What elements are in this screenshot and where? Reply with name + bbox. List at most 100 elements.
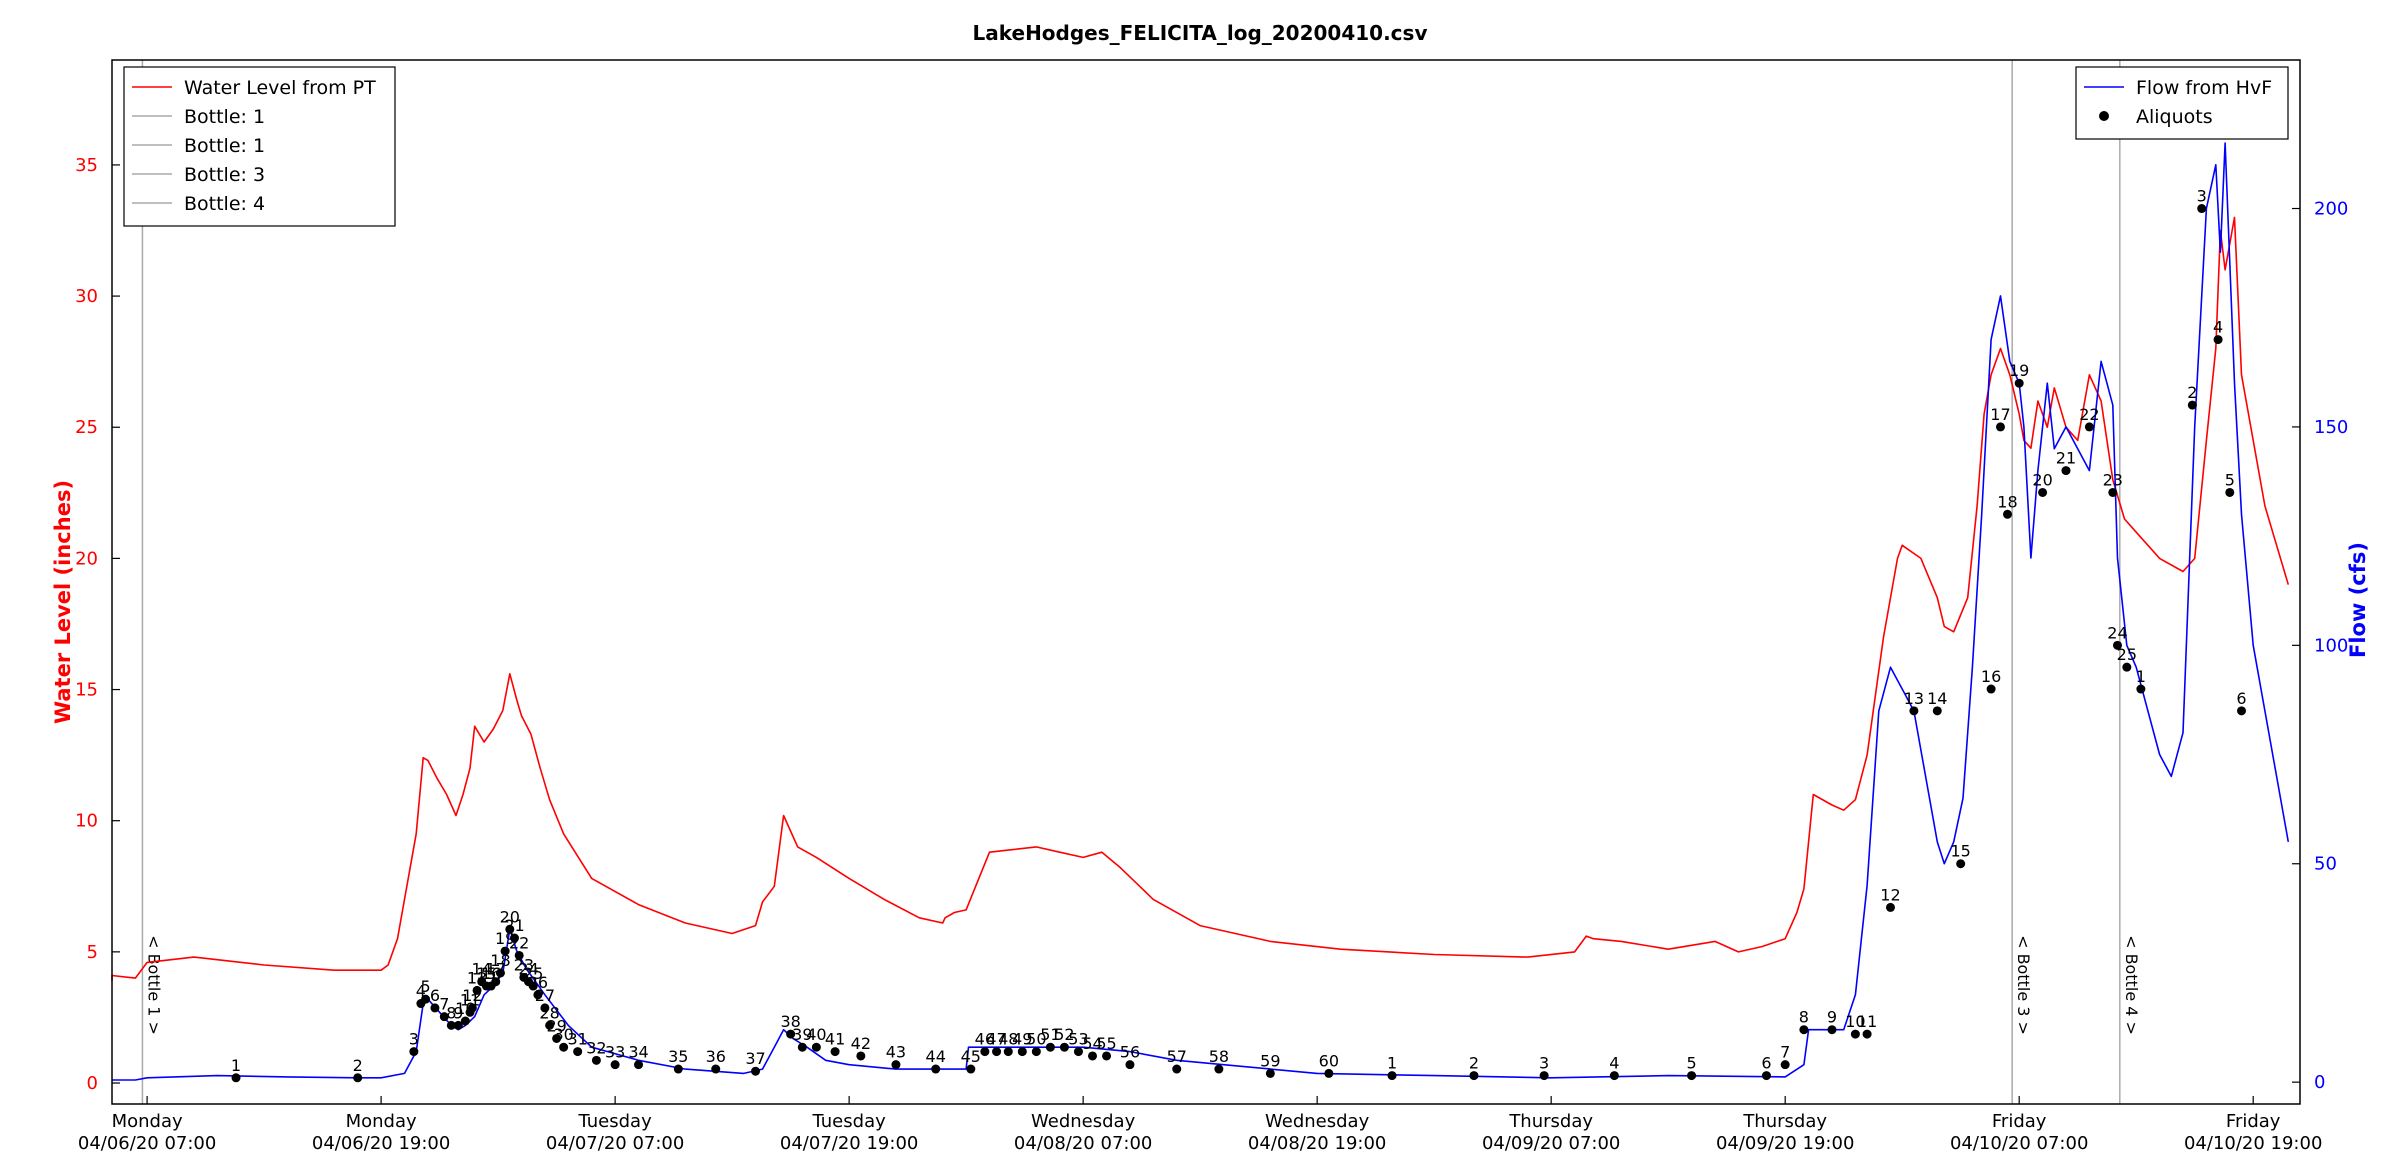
aliquot-label: 46: [975, 1030, 995, 1049]
right-tick-label: 50: [2314, 854, 2337, 875]
aliquot-point: [453, 1020, 463, 1030]
aliquot-label: 15: [476, 964, 496, 983]
aliquot-label: 51: [1040, 1025, 1060, 1044]
aliquot-point: [2225, 487, 2235, 497]
right-tick-label: 100: [2314, 635, 2348, 656]
aliquot-point: [1761, 1071, 1771, 1081]
aliquot-label: 43: [886, 1043, 906, 1062]
aliquot-point: [1073, 1047, 1083, 1057]
aliquot-label: 60: [1319, 1051, 1339, 1070]
chart-title: LakeHodges_FELICITA_log_20200410.csv: [973, 21, 1428, 45]
plot-frame: [111, 59, 2301, 1105]
aliquot-label: 17: [1990, 405, 2010, 424]
aliquot-label: 28: [539, 1003, 559, 1022]
x-tick-label-day: Thursday: [1508, 1111, 1593, 1132]
aliquot-point: [2136, 684, 2146, 694]
aliquot-point: [1827, 1025, 1837, 1035]
x-tick-label-date: 04/10/20 07:00: [1950, 1133, 2088, 1154]
aliquot-label: 53: [1068, 1030, 1088, 1049]
aliquot-point: [509, 933, 519, 943]
aliquot-label: 2: [2187, 383, 2197, 402]
aliquot-point: [409, 1047, 419, 1057]
aliquot-point: [1995, 422, 2005, 432]
aliquot-label: 42: [851, 1034, 871, 1053]
aliquot-label: 14: [1927, 689, 1947, 708]
aliquot-label: 23: [2103, 470, 2123, 489]
aliquot-point: [1986, 684, 1996, 694]
aliquot-label: 6: [2236, 689, 2246, 708]
aliquot-label: 33: [605, 1043, 625, 1062]
aliquot-label: 3: [1539, 1054, 1549, 1073]
aliquot-label: 20: [2032, 470, 2052, 489]
y-axis-label-left: Water Level (inches): [51, 480, 75, 724]
aliquot-label: 19: [2009, 361, 2029, 380]
x-tick-label-date: 04/10/20 19:00: [2184, 1133, 2322, 1154]
aliquot-point: [1956, 859, 1966, 869]
aliquot-point: [1031, 1047, 1041, 1057]
aliquot-label: 35: [668, 1047, 688, 1066]
aliquot-point: [634, 1060, 644, 1070]
aliquot-label: 13: [1904, 689, 1924, 708]
aliquot-point: [430, 1003, 440, 1013]
aliquot-point: [830, 1047, 840, 1057]
legend-left-entry: Bottle: 3: [184, 164, 265, 186]
aliquot-label: 1: [2136, 667, 2146, 686]
aliquot-label: 20: [500, 907, 520, 926]
bottle-marker-label: < Bottle 4 >: [2122, 935, 2141, 1035]
x-tick-label-date: 04/07/20 19:00: [780, 1133, 918, 1154]
aliquot-label: 4: [2213, 318, 2223, 337]
x-tick-label-date: 04/07/20 07:00: [546, 1133, 684, 1154]
aliquot-point: [2014, 378, 2024, 388]
legend-left: Water Level from PT Bottle: 1 Bottle: 1 Bot…: [123, 66, 396, 227]
aliquot-label: 21: [2056, 449, 2076, 468]
aliquot-point: [1609, 1071, 1619, 1081]
x-tick-label-day: Wednesday: [1031, 1111, 1136, 1132]
aliquot-point: [2061, 466, 2071, 476]
aliquot-point: [540, 1003, 550, 1013]
aliquot-label: 5: [420, 977, 430, 996]
aliquot-point: [460, 1016, 470, 1026]
aliquot-label: 57: [1167, 1047, 1187, 1066]
x-tick-label-day: Wednesday: [1265, 1111, 1370, 1132]
aliquot-point: [2084, 422, 2094, 432]
aliquot-label: 1: [1387, 1054, 1397, 1073]
x-tick-label-day: Friday: [2226, 1111, 2281, 1132]
aliquot-point: [1059, 1042, 1069, 1052]
aliquot-point: [514, 950, 524, 960]
bottle-marker-label: < Bottle 3 >: [2014, 935, 2033, 1035]
aliquot-label: 58: [1209, 1047, 1229, 1066]
right-tick-label: 150: [2314, 417, 2348, 438]
aliquot-label: 11: [1857, 1012, 1877, 1031]
aliquot-label: 54: [1082, 1034, 1102, 1053]
aliquot-point: [421, 994, 431, 1004]
aliquot-point: [533, 990, 543, 1000]
x-tick-label-day: Tuesday: [578, 1111, 653, 1132]
aliquot-point: [573, 1047, 583, 1057]
aliquot-label: 39: [792, 1025, 812, 1044]
aliquot-point: [891, 1060, 901, 1070]
aliquot-point: [1324, 1068, 1334, 1078]
aliquot-point: [2187, 400, 2197, 410]
aliquot-point: [1125, 1060, 1135, 1070]
aliquot-point: [2197, 204, 2207, 214]
aliquot-point: [751, 1066, 761, 1076]
aliquot-point: [1909, 706, 1919, 716]
aliquot-label: 9: [1827, 1008, 1837, 1027]
aliquot-label: 32: [586, 1038, 606, 1057]
aliquot-label: 14: [472, 960, 492, 979]
aliquot-point: [2213, 335, 2223, 345]
aliquot-point: [1885, 902, 1895, 912]
x-tick-label-day: Thursday: [1742, 1111, 1827, 1132]
water-level-line: [111, 216, 2290, 981]
aliquot-label: 41: [825, 1030, 845, 1049]
aliquot-label: 52: [1054, 1025, 1074, 1044]
legend-right-swatch: [2099, 111, 2109, 121]
aliquot-point: [1045, 1042, 1055, 1052]
legend-right-entry: Aliquots: [2136, 106, 2213, 128]
aliquot-point: [980, 1047, 990, 1057]
legend-right-entry: Flow from HvF: [2136, 77, 2272, 99]
aliquot-label: 36: [706, 1047, 726, 1066]
aliquot-label: 1: [231, 1056, 241, 1075]
aliquot-point: [1469, 1071, 1479, 1081]
